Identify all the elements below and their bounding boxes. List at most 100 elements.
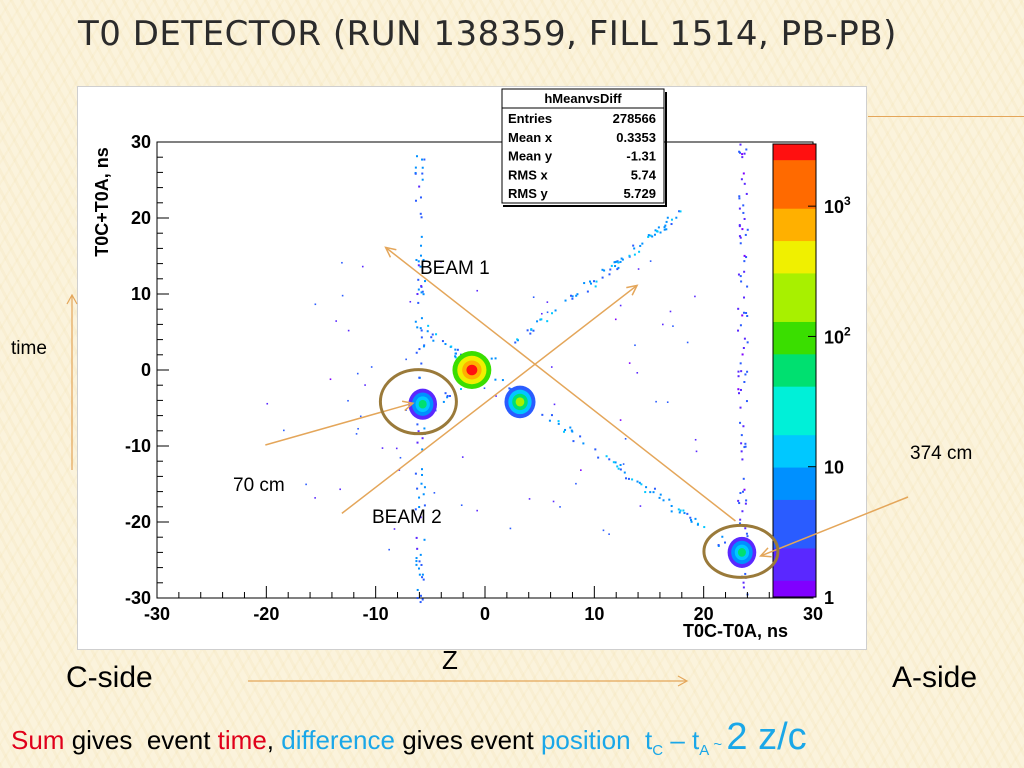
colorbar-segment bbox=[773, 321, 816, 339]
x-tick-label: -10 bbox=[363, 604, 389, 624]
caption-sum: Sum bbox=[11, 725, 65, 755]
noise-point bbox=[546, 301, 549, 303]
noise-point bbox=[341, 294, 344, 297]
noise-point bbox=[356, 372, 359, 375]
colorbar-segment bbox=[773, 532, 816, 550]
band-point bbox=[420, 244, 423, 247]
band-point bbox=[532, 329, 535, 332]
band-point bbox=[743, 182, 746, 185]
y-axis-label: T0C+T0A, ns bbox=[92, 147, 112, 257]
band-point bbox=[739, 236, 742, 239]
hotspot-ring bbox=[737, 548, 746, 557]
band-point bbox=[741, 153, 744, 156]
band-point bbox=[420, 291, 423, 294]
band-point bbox=[615, 260, 618, 263]
band-point bbox=[416, 547, 419, 550]
band-point bbox=[738, 197, 741, 200]
band-point bbox=[419, 594, 422, 597]
band-point bbox=[694, 517, 697, 520]
band-point bbox=[652, 491, 655, 494]
noise-point bbox=[672, 325, 674, 327]
band-point bbox=[696, 523, 699, 526]
band-point bbox=[610, 264, 613, 267]
band-point bbox=[737, 273, 740, 276]
noise-point bbox=[399, 456, 402, 459]
y-tick-label: 10 bbox=[131, 284, 151, 304]
caption-position: position bbox=[540, 725, 631, 755]
stats-key: RMS y bbox=[508, 186, 549, 201]
band-point bbox=[678, 511, 681, 514]
noise-point bbox=[634, 344, 636, 347]
colorbar-segment bbox=[773, 451, 816, 469]
band-point bbox=[595, 280, 598, 283]
band-point bbox=[420, 563, 423, 566]
colorbar-segment bbox=[773, 176, 816, 194]
colorbar-segment bbox=[773, 257, 816, 275]
band-point bbox=[597, 456, 600, 459]
band-point bbox=[414, 472, 417, 475]
hotspot-4 bbox=[727, 536, 757, 568]
noise-point bbox=[357, 427, 359, 430]
band-point bbox=[742, 477, 745, 480]
x-tick-label: -20 bbox=[253, 604, 279, 624]
noise-point bbox=[388, 548, 390, 551]
noise-point bbox=[266, 402, 269, 405]
band-point bbox=[742, 581, 745, 584]
band-point bbox=[418, 376, 421, 379]
band-point bbox=[551, 312, 554, 315]
band-point bbox=[742, 204, 745, 207]
band-point bbox=[414, 320, 417, 323]
band-point bbox=[665, 220, 668, 223]
band-point bbox=[530, 328, 533, 331]
band-point bbox=[633, 253, 636, 256]
band-point bbox=[742, 311, 745, 314]
caption-gives1: gives event bbox=[64, 725, 218, 755]
band-point bbox=[422, 493, 425, 496]
band-point bbox=[744, 445, 747, 448]
band-point bbox=[659, 493, 662, 496]
z-axis-label: Z bbox=[442, 645, 458, 675]
hotspot-ring bbox=[418, 399, 427, 409]
colorbar-frame bbox=[772, 143, 817, 598]
z-arrow-head bbox=[677, 675, 689, 687]
band-point bbox=[414, 166, 417, 169]
band-point bbox=[588, 280, 591, 283]
band-point bbox=[740, 434, 743, 437]
band-point bbox=[741, 156, 744, 159]
band-point bbox=[742, 586, 745, 589]
band-point bbox=[741, 490, 744, 493]
band-point bbox=[744, 572, 747, 575]
colorbar-segment bbox=[773, 386, 816, 404]
band-point bbox=[738, 522, 741, 525]
band-point bbox=[663, 226, 666, 229]
noise-point bbox=[476, 509, 478, 512]
noise-point bbox=[339, 488, 341, 491]
band-point bbox=[422, 578, 425, 581]
band-point bbox=[417, 278, 420, 281]
band-point bbox=[579, 435, 582, 438]
band-point bbox=[421, 473, 424, 476]
beam2-label: BEAM 2 bbox=[372, 507, 442, 528]
band-point bbox=[741, 458, 744, 461]
noise-point bbox=[364, 384, 366, 386]
band-point bbox=[738, 225, 741, 228]
band-point bbox=[421, 448, 424, 451]
band-point bbox=[441, 340, 444, 343]
band-point bbox=[746, 370, 749, 373]
band-point bbox=[448, 395, 451, 398]
band-point bbox=[417, 430, 420, 433]
noise-point bbox=[461, 456, 464, 458]
noise-point bbox=[495, 395, 497, 397]
band-point bbox=[571, 297, 574, 300]
band-point bbox=[417, 288, 420, 291]
noise-point bbox=[283, 429, 285, 432]
band-point bbox=[745, 532, 748, 535]
noise-point bbox=[575, 482, 577, 485]
band-point bbox=[419, 601, 422, 604]
colorbar-segment bbox=[773, 467, 816, 485]
band-point bbox=[703, 526, 706, 529]
band-point bbox=[593, 280, 596, 283]
band-point bbox=[743, 381, 746, 384]
noise-point bbox=[686, 341, 689, 344]
band-point bbox=[737, 307, 740, 310]
